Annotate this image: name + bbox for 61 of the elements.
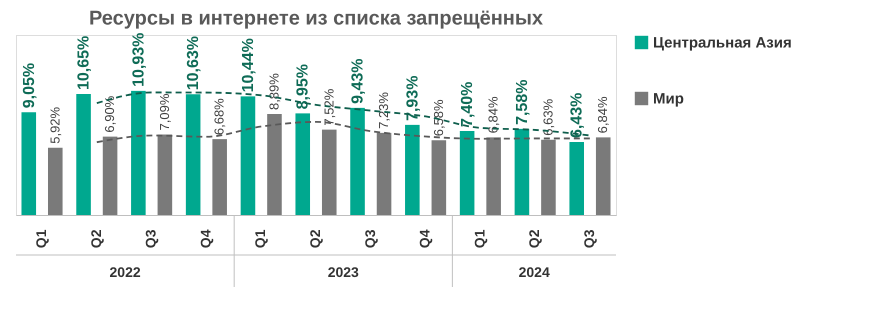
- data-label: 7,09%: [156, 93, 172, 130]
- bar: [158, 134, 172, 215]
- data-label: 6,68%: [212, 98, 227, 136]
- data-label: 6,90%: [102, 95, 118, 133]
- bar: [186, 94, 200, 215]
- data-label: 6,84%: [595, 96, 610, 134]
- bar: [102, 136, 118, 215]
- bar: [432, 140, 446, 215]
- bar: [212, 139, 227, 215]
- bar: [131, 90, 146, 215]
- bar: [350, 108, 365, 215]
- bar: [48, 148, 63, 215]
- x-tick-label: Q2: [88, 229, 104, 248]
- data-label: 9,05%: [20, 62, 38, 108]
- chart-title: Ресурсы в интернете из списка запрещённых: [88, 8, 544, 30]
- data-label: 8,89%: [266, 72, 282, 110]
- text: 2024: [518, 264, 550, 280]
- bar: [460, 130, 474, 215]
- bar: [21, 112, 36, 215]
- bar: [569, 142, 584, 215]
- x-tick-label: Q1: [252, 229, 268, 248]
- bar: [486, 137, 501, 215]
- data-label: 6,84%: [486, 96, 501, 134]
- x-tick-label: Q3: [362, 229, 378, 248]
- legend-label: Мир: [653, 90, 684, 108]
- data-label: 10,65%: [76, 36, 93, 90]
- bar: [405, 124, 420, 215]
- data-label: 10,44%: [240, 38, 257, 92]
- data-label: 7,58%: [514, 80, 531, 125]
- bar: [267, 114, 282, 215]
- bar: [514, 128, 530, 215]
- data-label: 7,52%: [321, 88, 336, 126]
- text: 2023: [328, 264, 360, 280]
- data-label: 10,93%: [130, 32, 148, 87]
- bar: [596, 137, 611, 215]
- data-label: 6,58%: [430, 98, 446, 136]
- data-label: 7,40%: [459, 82, 476, 127]
- x-tick-label: Q2: [526, 229, 542, 248]
- data-label: 7,23%: [376, 92, 392, 129]
- bar: [76, 94, 91, 215]
- data-label: 7,93%: [404, 76, 422, 121]
- x-tick-label: Q1: [33, 229, 50, 248]
- data-label: 6,63%: [540, 98, 556, 136]
- x-tick-label: Q3: [580, 229, 597, 248]
- data-label: 5,92%: [47, 106, 62, 144]
- x-tick-label: Q2: [307, 229, 323, 248]
- data-label: 6,43%: [568, 92, 586, 138]
- bar: [295, 113, 310, 215]
- x-tick-label: Q1: [471, 229, 488, 248]
- text: 2022: [110, 264, 141, 280]
- x-tick-label: Q4: [197, 229, 214, 248]
- x-tick-label: Q3: [142, 229, 159, 248]
- bar: [322, 130, 337, 215]
- data-label: 9,43%: [350, 58, 367, 104]
- bar: [376, 132, 392, 215]
- x-tick-label: Q4: [416, 229, 433, 248]
- bar: [541, 140, 556, 215]
- bar: [240, 96, 256, 215]
- legend-label: Центральная Азия: [653, 34, 792, 52]
- data-label: 8,95%: [294, 64, 312, 110]
- data-label: 10,63%: [185, 36, 202, 90]
